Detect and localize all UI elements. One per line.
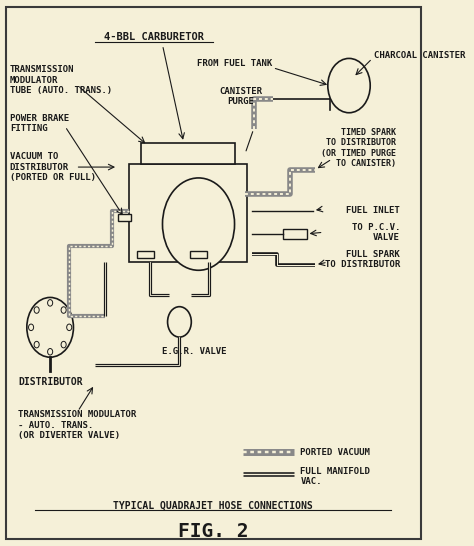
Text: FROM FUEL TANK: FROM FUEL TANK: [197, 60, 272, 68]
Text: FULL MANIFOLD
VAC.: FULL MANIFOLD VAC.: [300, 467, 370, 486]
Circle shape: [28, 324, 34, 330]
Circle shape: [27, 298, 73, 357]
Text: FIG. 2: FIG. 2: [178, 521, 248, 541]
Text: PORTED VACUUM: PORTED VACUUM: [300, 448, 370, 457]
Text: CHARCOAL CANISTER: CHARCOAL CANISTER: [374, 51, 466, 60]
Circle shape: [47, 348, 53, 355]
Text: DISTRIBUTOR: DISTRIBUTOR: [18, 377, 83, 387]
Text: CANISTER
PURGE: CANISTER PURGE: [219, 87, 263, 106]
Text: VACUUM TO
DISTRIBUTOR
(PORTED OR FULL): VACUUM TO DISTRIBUTOR (PORTED OR FULL): [10, 152, 96, 182]
Text: TYPICAL QUADRAJET HOSE CONNECTIONS: TYPICAL QUADRAJET HOSE CONNECTIONS: [113, 501, 313, 511]
Text: FULL SPARK
TO DISTRIBUTOR: FULL SPARK TO DISTRIBUTOR: [325, 250, 400, 269]
Circle shape: [34, 341, 39, 348]
Text: TIMED SPARK
TO DISTRIBUTOR
(OR TIMED PURGE
TO CANISTER): TIMED SPARK TO DISTRIBUTOR (OR TIMED PUR…: [320, 128, 396, 168]
FancyBboxPatch shape: [137, 251, 154, 258]
Circle shape: [163, 178, 235, 270]
Text: TRANSMISSION
MODULATOR
TUBE (AUTO. TRANS.): TRANSMISSION MODULATOR TUBE (AUTO. TRANS…: [10, 66, 112, 95]
Circle shape: [67, 324, 72, 330]
Circle shape: [168, 307, 191, 337]
Text: TRANSMISSION MODULATOR
- AUTO. TRANS.
(OR DIVERTER VALVE): TRANSMISSION MODULATOR - AUTO. TRANS. (O…: [18, 410, 137, 440]
FancyBboxPatch shape: [118, 214, 131, 221]
Text: POWER BRAKE
FITTING: POWER BRAKE FITTING: [10, 114, 69, 133]
Text: 4-BBL CARBURETOR: 4-BBL CARBURETOR: [104, 32, 204, 41]
Text: TO P.C.V.
VALVE: TO P.C.V. VALVE: [352, 223, 400, 242]
FancyBboxPatch shape: [283, 229, 307, 239]
Text: FUEL INLET: FUEL INLET: [346, 206, 400, 215]
Circle shape: [61, 341, 66, 348]
FancyBboxPatch shape: [190, 251, 207, 258]
Text: E.G.R. VALVE: E.G.R. VALVE: [163, 347, 227, 357]
FancyBboxPatch shape: [6, 7, 421, 539]
Circle shape: [328, 58, 370, 113]
Circle shape: [61, 307, 66, 313]
Circle shape: [34, 307, 39, 313]
Circle shape: [47, 300, 53, 306]
FancyBboxPatch shape: [141, 143, 235, 164]
FancyBboxPatch shape: [128, 164, 247, 262]
